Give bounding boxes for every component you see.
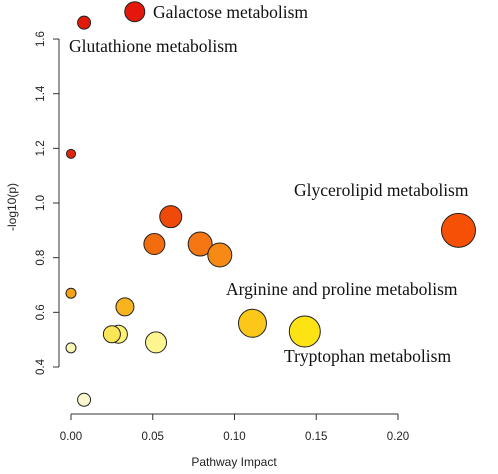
data-point (77, 15, 92, 30)
annotation-tryptophan: Tryptophan metabolism (284, 346, 451, 366)
data-point (115, 297, 135, 317)
data-point (102, 325, 121, 344)
annotation-arginine-proline: Arginine and proline metabolism (226, 279, 458, 299)
annotation-glycerolipid: Glycerolipid metabolism (294, 180, 469, 200)
data-point (159, 205, 183, 229)
x-tick-label: 0.05 (142, 431, 164, 443)
annotation-glutathione: Glutathione metabolism (69, 36, 238, 56)
data-point (143, 233, 166, 256)
data-point (187, 231, 213, 257)
data-point (237, 308, 267, 338)
y-axis-ticks: 0.4 0.6 0.8 1.0 1.2 1.4 1.6 (35, 31, 59, 375)
data-point (124, 1, 146, 23)
data-points (65, 1, 476, 407)
data-point (77, 392, 92, 407)
y-axis-title: -log10(p) (5, 183, 19, 231)
data-point (440, 212, 476, 248)
data-point (145, 331, 168, 354)
data-point (207, 242, 233, 268)
data-point (66, 148, 76, 159)
data-point (65, 342, 77, 354)
y-tick-label: 1.6 (35, 31, 47, 47)
y-tick-label: 0.8 (35, 250, 47, 266)
x-axis-title: Pathway Impact (191, 455, 277, 469)
data-point (288, 315, 321, 348)
y-tick-label: 1.4 (35, 85, 47, 102)
data-point (65, 287, 77, 299)
y-tick-label: 0.6 (35, 304, 47, 320)
y-tick-label: 1.2 (35, 140, 47, 156)
x-tick-label: 0.15 (305, 431, 327, 443)
x-tick-label: 0.00 (60, 431, 82, 443)
x-axis-ticks: 0.00 0.05 0.10 0.15 0.20 (60, 414, 409, 443)
x-tick-label: 0.20 (387, 431, 409, 443)
x-tick-label: 0.10 (223, 431, 245, 443)
y-tick-label: 1.0 (35, 195, 47, 211)
y-tick-label: 0.4 (35, 358, 47, 375)
annotation-galactose: Galactose metabolism (153, 2, 308, 22)
